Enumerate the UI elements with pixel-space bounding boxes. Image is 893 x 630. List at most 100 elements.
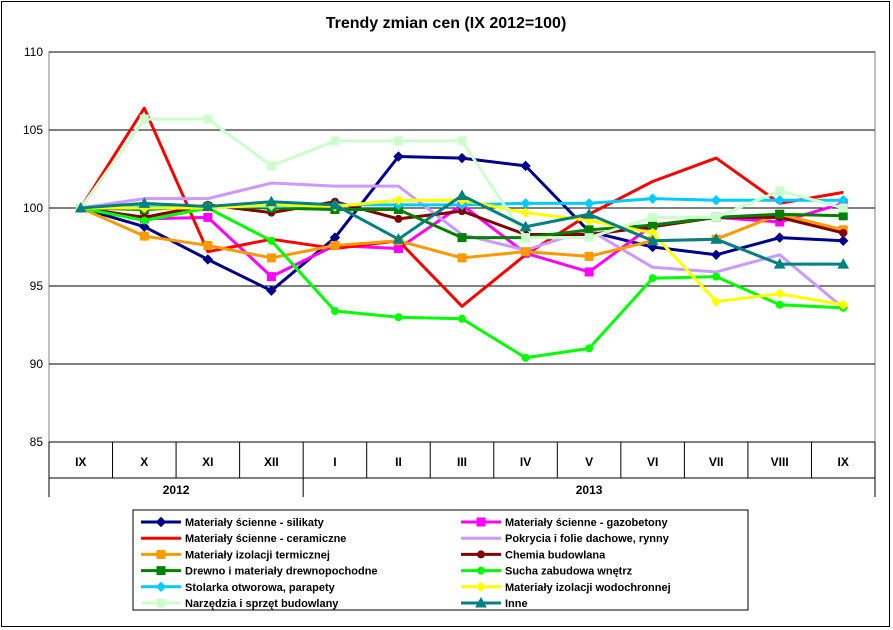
data-point <box>584 233 594 243</box>
data-point <box>838 299 849 310</box>
x-tick-label: VII <box>709 455 724 469</box>
legend-label: Materiały izolacji termicznej <box>185 549 330 561</box>
legend-item-5: Materiały izolacji termicznej <box>141 549 330 561</box>
legend-item-1: Materiały ścienne - silikaty <box>141 516 325 529</box>
data-point <box>392 233 405 244</box>
data-point <box>456 152 468 164</box>
data-point <box>519 220 532 232</box>
data-point <box>74 201 87 213</box>
legend-item-7: Drewno i materiały drewnopochodne <box>141 566 378 578</box>
data-point <box>139 114 149 124</box>
data-point <box>266 272 276 282</box>
data-point <box>584 225 594 235</box>
data-point <box>712 272 721 281</box>
data-point <box>837 258 850 269</box>
data-point <box>202 254 214 265</box>
chart-title: Trendy zmian cen (IX 2012=100) <box>326 15 567 32</box>
legend-item-9: Stolarka otworowa, parapety <box>141 581 336 594</box>
data-point <box>520 207 531 218</box>
data-point <box>584 251 594 261</box>
legend-label: Materiały ścienne - silikaty <box>185 517 325 529</box>
data-point <box>139 231 149 241</box>
legend-marker <box>477 566 485 575</box>
legend-item-11: Narzędzia i sprzęt budowlany <box>141 598 339 610</box>
y-tick-label-85: 85 <box>30 435 44 449</box>
y-tick-label-100: 100 <box>23 201 43 215</box>
data-point <box>521 233 531 243</box>
data-point <box>393 136 403 146</box>
data-point <box>330 306 339 315</box>
data-point <box>838 235 849 246</box>
data-point <box>584 267 594 277</box>
data-point <box>710 194 722 206</box>
data-point <box>521 353 530 362</box>
data-point <box>330 240 340 250</box>
legend-label: Chemia budowlana <box>505 549 606 561</box>
legend-marker <box>155 516 167 528</box>
data-point <box>775 300 784 309</box>
data-point <box>393 151 404 162</box>
legend-item-10: Materiały izolacji wodochronnej <box>461 581 671 594</box>
legend-label: Pokrycia i folie dachowe, rynny <box>505 533 670 545</box>
series-1 <box>75 151 849 296</box>
y-tick-label-95: 95 <box>30 279 44 293</box>
data-point <box>646 234 659 246</box>
data-point <box>394 214 403 223</box>
x-tick-label: VIII <box>771 455 789 469</box>
x-tick-label: III <box>457 455 467 469</box>
data-point <box>774 232 785 243</box>
x-tick-label: IV <box>520 455 531 469</box>
data-point <box>203 212 213 222</box>
y-tick-label-110: 110 <box>24 45 43 59</box>
legend-label: Materiały ścienne - gazobetony <box>505 517 668 529</box>
data-point <box>394 313 403 322</box>
data-point <box>711 212 721 222</box>
data-point <box>139 221 150 232</box>
data-point <box>266 253 276 263</box>
x-tick-label: II <box>395 455 402 469</box>
legend-label: Narzędzia i sprzęt budowlany <box>185 598 339 610</box>
data-point <box>203 240 213 250</box>
data-point <box>521 247 531 257</box>
data-point <box>648 274 657 283</box>
data-point <box>267 236 276 245</box>
legend-marker <box>155 581 167 593</box>
data-point <box>457 233 467 243</box>
data-point <box>647 193 658 204</box>
x-tick-label: X <box>140 455 148 469</box>
data-point <box>710 249 722 261</box>
data-point <box>773 258 786 269</box>
data-point <box>775 186 785 196</box>
data-point <box>774 194 785 206</box>
legend-label: Drewno i materiały drewnopochodne <box>185 566 378 578</box>
data-point <box>265 195 278 207</box>
data-point <box>201 200 214 211</box>
legend-label: Inne <box>505 598 528 610</box>
series-line-3 <box>79 106 844 308</box>
data-point <box>329 198 341 210</box>
legend-box <box>132 509 749 611</box>
legend-label: Stolarka otworowa, parapety <box>185 582 336 594</box>
legend-item-4: Pokrycia i folie dachowe, rynny <box>461 533 670 545</box>
data-point <box>458 314 466 323</box>
x-tick-label: IX <box>838 455 849 469</box>
legend-marker <box>475 581 487 593</box>
y-tick-label-105: 105 <box>23 123 43 137</box>
data-point <box>393 194 404 206</box>
data-point <box>457 253 467 263</box>
legend-marker <box>477 550 485 559</box>
data-point <box>838 203 848 213</box>
data-point <box>710 296 722 307</box>
data-point <box>203 114 213 124</box>
legend-item-6: Chemia budowlana <box>461 549 606 561</box>
data-point <box>266 161 276 171</box>
data-point <box>140 216 149 225</box>
data-point <box>266 285 277 296</box>
plot-area <box>48 51 876 443</box>
x-tick-label: I <box>333 455 336 469</box>
series-3 <box>79 106 844 308</box>
data-point <box>456 189 468 201</box>
